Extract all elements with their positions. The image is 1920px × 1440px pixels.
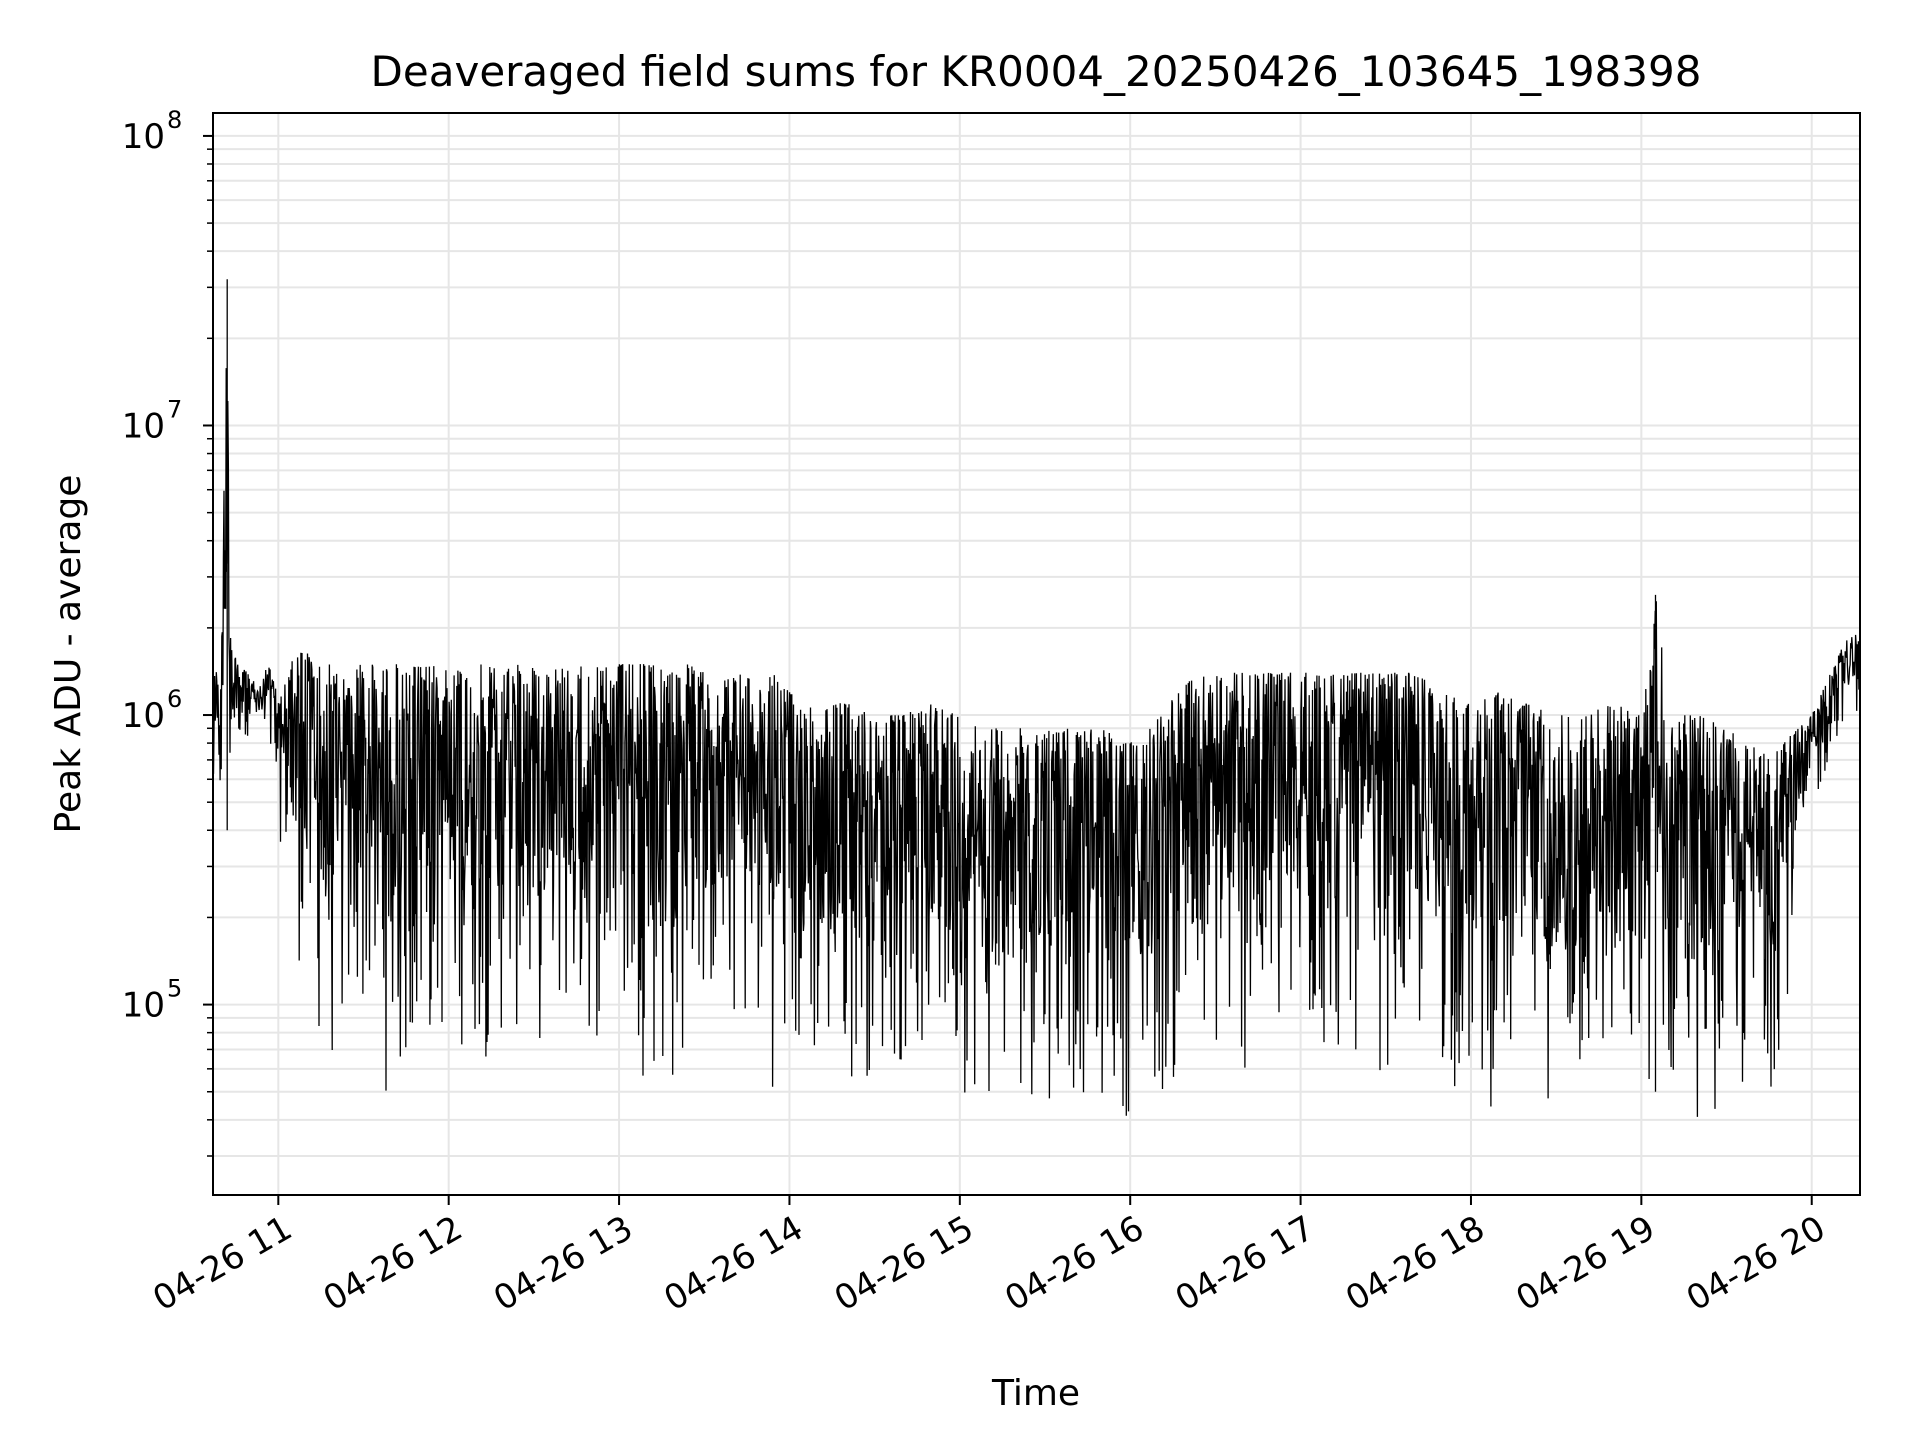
x-tick-label: 04-26 15 (828, 1208, 980, 1319)
x-tick-label: 04-26 12 (317, 1208, 469, 1319)
x-axis-label: Time (991, 1373, 1080, 1414)
x-axis: 04-26 11 04-26 12 04-26 13 04-26 14 04-26 15… (146, 1195, 1832, 1319)
x-tick-label: 04-26 14 (658, 1208, 810, 1319)
y-tick-label: 10 (122, 986, 165, 1026)
y-tick-exponent: 8 (167, 106, 182, 134)
x-tick-label: 04-26 17 (1169, 1208, 1321, 1319)
y-tick-exponent: 5 (167, 975, 182, 1003)
x-tick-label: 04-26 11 (146, 1208, 298, 1319)
plot-frame (212, 112, 1861, 1196)
series (212, 279, 1861, 1117)
x-tick-label: 04-26 18 (1339, 1208, 1491, 1319)
y-tick-label: 10 (122, 696, 165, 736)
y-tick-exponent: 7 (167, 395, 182, 423)
x-tick-label: 04-26 16 (998, 1208, 1150, 1319)
chart-title: Deaveraged field sums for KR0004_2025042… (371, 47, 1702, 96)
grid (213, 113, 1860, 1195)
y-axis-label: Peak ADU - average (48, 475, 89, 834)
y-tick-label: 10 (122, 117, 165, 157)
x-tick-label: 04-26 19 (1509, 1208, 1661, 1319)
y-tick-label: 10 (122, 406, 165, 446)
x-tick-label: 04-26 13 (487, 1208, 639, 1319)
x-tick-label: 04-26 20 (1680, 1208, 1832, 1319)
series-line (212, 279, 1861, 1117)
y-tick-exponent: 6 (167, 685, 182, 713)
